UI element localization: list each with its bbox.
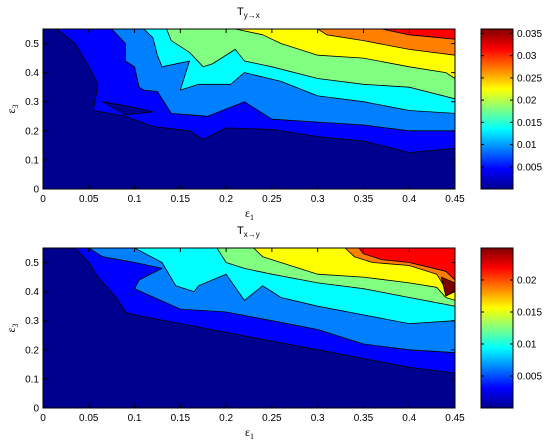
x-tick-label: 0.25 [262, 413, 282, 424]
y-axis-label: ε3 [4, 104, 20, 113]
x-tick-label: 0.05 [79, 194, 99, 205]
y-tick-label: 0.5 [25, 258, 39, 269]
colorbar-tick-label: 0.015 [517, 308, 542, 319]
colorbar-tick-label: 0.01 [517, 340, 537, 351]
x-tick-label: 0.35 [354, 413, 374, 424]
y-tick-label: 0.4 [25, 68, 39, 79]
y-tick-label: 0.4 [25, 287, 39, 298]
chart-title-subscript: x→y [244, 230, 260, 239]
x-axis-label-main: ε [245, 206, 250, 220]
x-tick-label: 0.35 [354, 194, 374, 205]
colorbar: 0.005 0.01 0.015 0.02 [480, 247, 542, 409]
colorbar-tick-label: 0.025 [517, 73, 542, 84]
colorbar-tick-label: 0.02 [517, 96, 537, 107]
y-tick-label: 0.2 [25, 126, 39, 137]
contour-region-level-7 [358, 248, 455, 281]
contour-chart-1: 0 0.05 0.1 0.15 0.2 0.25 0.3 0.35 0.4 0.45 0 0.1 0.2… [4, 6, 542, 222]
x-tick-label: 0.3 [311, 413, 325, 424]
contour-chart-2: 0 0.05 0.1 0.15 0.2 0.25 0.3 0.35 0.4 0.45 0 0.1 0.2… [4, 225, 542, 441]
colorbar-gradient [480, 28, 514, 190]
x-axis-label-subscript: 1 [250, 213, 254, 222]
y-axis-label-subscript: 3 [11, 104, 20, 108]
x-tick-label: 0.3 [311, 194, 325, 205]
chart-title: Tx→y [237, 225, 260, 239]
y-axis-label: ε3 [4, 323, 20, 332]
colorbar-tick-label: 0.01 [517, 140, 537, 151]
colorbar-tick-label: 0.035 [517, 29, 542, 40]
chart-title: Ty→x [237, 6, 260, 20]
y-tick-label: 0 [33, 185, 39, 196]
chart-title-subscript: y→x [244, 11, 260, 20]
chart-title-main: T [237, 6, 244, 18]
x-tick-label: 0.2 [219, 194, 233, 205]
colorbar: 0.005 0.01 0.015 0.02 0.025 0.03 0.035 [480, 28, 542, 190]
y-tick-label: 0.5 [25, 39, 39, 50]
colorbar-tick-label: 0.02 [517, 276, 537, 287]
plot-frame [42, 28, 456, 190]
x-tick-label: 0.45 [445, 413, 465, 424]
y-tick-label: 0.2 [25, 345, 39, 356]
chart-title-main: T [237, 225, 244, 237]
colorbar-tick-label: 0.005 [517, 162, 542, 173]
colorbar-gradient [480, 247, 514, 409]
x-tick-label: 0.4 [402, 413, 416, 424]
colorbar-tick-label: 0.03 [517, 51, 537, 62]
contour-region-level-0 [102, 101, 154, 116]
y-tick-label: 0 [33, 404, 39, 415]
x-tick-label: 0.1 [128, 194, 142, 205]
x-axis-label: ε1 [245, 206, 254, 222]
x-axis-label: ε1 [245, 425, 254, 441]
y-tick-label: 0.3 [25, 316, 39, 327]
x-axis-label-main: ε [245, 425, 250, 439]
contour-region-level-7 [381, 29, 455, 40]
x-tick-label: 0.2 [219, 413, 233, 424]
x-tick-label: 0 [40, 413, 46, 424]
y-tick-label: 0.1 [25, 155, 39, 166]
colorbar-tick-label: 0.005 [517, 372, 542, 383]
x-tick-label: 0.05 [79, 413, 99, 424]
y-tick-label: 0.3 [25, 97, 39, 108]
plot-frame [42, 247, 456, 409]
y-tick-label: 0.1 [25, 374, 39, 385]
x-tick-label: 0.1 [128, 413, 142, 424]
x-tick-label: 0.25 [262, 194, 282, 205]
contour-regions [43, 29, 455, 189]
y-axis-label-main: ε [4, 327, 18, 332]
x-axis-label-subscript: 1 [250, 432, 254, 441]
x-tick-label: 0.4 [402, 194, 416, 205]
x-tick-label: 0.15 [171, 413, 191, 424]
x-tick-label: 0 [40, 194, 46, 205]
y-axis-label-subscript: 3 [11, 323, 20, 327]
contour-regions [43, 248, 455, 408]
y-axis-label-main: ε [4, 108, 18, 113]
colorbar-tick-label: 0.015 [517, 118, 542, 129]
x-tick-label: 0.15 [171, 194, 191, 205]
x-tick-label: 0.45 [445, 194, 465, 205]
